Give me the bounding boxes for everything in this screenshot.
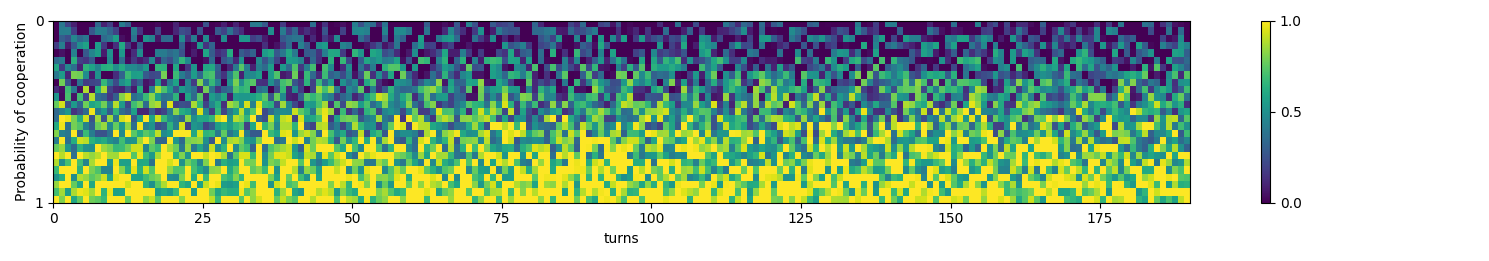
Y-axis label: Probability of cooperation: Probability of cooperation xyxy=(15,22,28,201)
X-axis label: turns: turns xyxy=(603,232,639,246)
